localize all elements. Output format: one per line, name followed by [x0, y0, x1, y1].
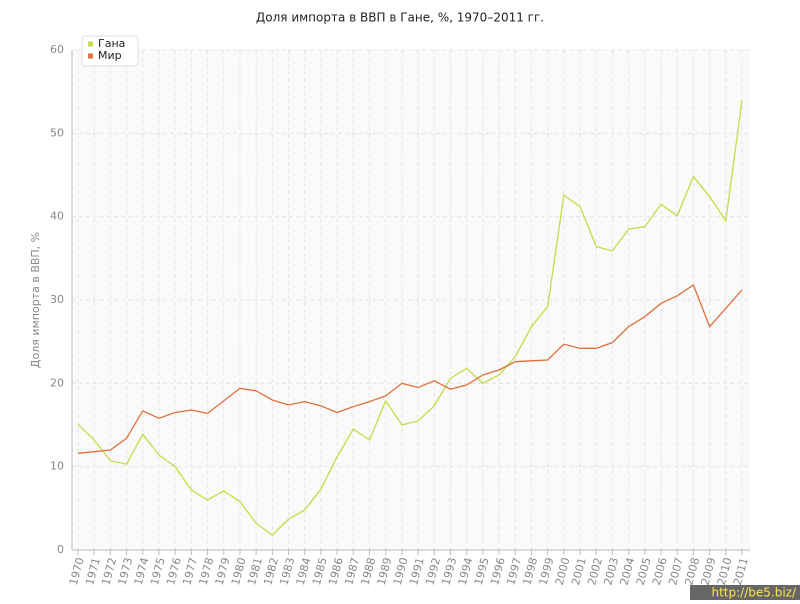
legend-label: Гана — [98, 37, 125, 50]
y-axis-label: Доля импорта в ВВП, % — [29, 232, 42, 368]
y-tick-label: 0 — [57, 543, 64, 556]
watermark: http://be5.biz/ — [711, 586, 796, 600]
series-line — [77, 284, 743, 454]
legend-label: Мир — [98, 49, 122, 62]
y-tick-label: 40 — [50, 210, 64, 223]
legend-marker — [88, 53, 93, 59]
legend-box — [81, 35, 139, 67]
y-tick-label: 10 — [50, 460, 64, 473]
series-line — [77, 99, 743, 536]
y-tick-label: 30 — [50, 293, 64, 306]
chart-title: Доля импорта в ВВП в Гане, %, 1970–2011 … — [256, 11, 544, 25]
legend-marker — [88, 41, 93, 47]
y-tick-label: 20 — [50, 376, 64, 389]
y-tick-label: 50 — [50, 126, 64, 139]
watermark-bg — [690, 585, 800, 600]
y-tick-label: 60 — [50, 43, 64, 56]
